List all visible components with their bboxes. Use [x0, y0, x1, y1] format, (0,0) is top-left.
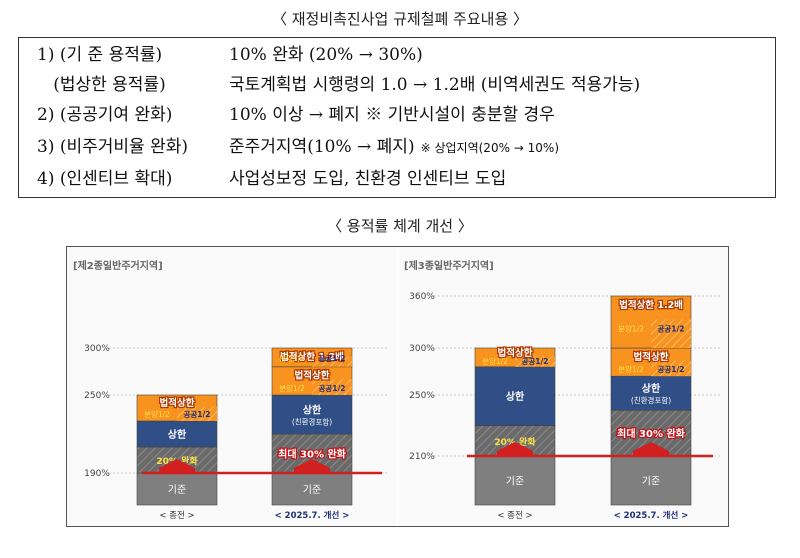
row-label: 3) (비주거비율 완화)	[37, 137, 189, 157]
segment-sub-label: 분양1/2	[144, 410, 170, 419]
bar-segment-legal-hatch	[312, 356, 352, 367]
segment-label: 법적상한	[160, 397, 195, 409]
segment-label: 기준	[303, 484, 321, 496]
segment-label: 최대 30% 완화	[278, 448, 346, 461]
segment-sub-label: 분양1/2	[279, 354, 305, 363]
bar-segment-legal-hatch	[177, 406, 217, 421]
segment-label: 상한	[168, 428, 187, 441]
category-label: < 2025.7. 개선 >	[275, 510, 350, 521]
summary-box: 1) (기 준 용적률) 10% 완화 (20% → 30%) (법상한 용적률…	[18, 37, 776, 198]
summary-row: 3) (비주거비율 완화) 준주거지역(10% → 폐지) ※ 상업지역(20% …	[19, 132, 775, 162]
segment-label: 법적상한	[295, 370, 330, 382]
bar-segment-base	[474, 455, 556, 506]
y-tick-label: 190%	[84, 469, 110, 479]
category-label: < 종전 >	[159, 510, 194, 521]
segment-sub-label: 공공1/2	[658, 324, 685, 333]
segment-label: 최대 30% 완화	[617, 427, 685, 440]
segment-label: 기준	[168, 484, 186, 496]
y-tick-label: 300%	[409, 344, 435, 354]
summary-row: (법상한 용적률) 국토계획법 시행령의 1.0 → 1.2배 (비역세권도 적…	[19, 70, 775, 100]
far-chart-frame: [제2종일반주거지역] 300% 250% 190% 기준 20% 완화 상한 법적상한 분양1…	[66, 246, 729, 527]
segment-label: 상한	[303, 404, 322, 417]
bar-segment-upper	[610, 375, 692, 411]
bar-segment-upper	[474, 366, 556, 426]
segment-sub-label: 분양1/2	[279, 384, 305, 393]
summary-row: 2) (공공기여 완화) 10% 이상 → 폐지 ※ 기반시설이 충분할 경우	[19, 100, 775, 130]
segment-note: (친환경포함)	[292, 417, 332, 427]
row-label: 4) (인센티브 확대)	[37, 169, 173, 189]
row-value: 사업성보정 도입, 친환경 인센티브 도입	[229, 169, 507, 189]
chart-heading: 〈 용적률 체계 개선 〉	[327, 217, 473, 235]
segment-label: 법적상한	[634, 351, 669, 363]
bar-segment-upper	[136, 420, 218, 448]
y-tick-label: 250%	[84, 391, 110, 401]
segment-label: 법적상한	[498, 347, 533, 359]
row-value: 10% 완화 (20% → 30%)	[229, 45, 423, 65]
relax-arrow-icon	[633, 442, 669, 456]
segment-sub-label: 공공1/2	[184, 410, 211, 419]
summary-row: 4) (인센티브 확대) 사업성보정 도입, 친환경 인센티브 도입	[19, 164, 775, 194]
segment-sub-label: 공공1/2	[658, 365, 685, 374]
segment-label: 기준	[642, 476, 660, 488]
relax-arrow-icon	[497, 442, 533, 456]
y-tick-label: 210%	[409, 452, 435, 462]
relax-arrow-icon	[294, 459, 330, 473]
row-label: 1) (기 준 용적률)	[37, 45, 163, 65]
segment-note: (친환경포함)	[631, 395, 671, 405]
y-tick-label: 300%	[84, 344, 110, 354]
segment-sub-label: 분양1/2	[618, 324, 644, 333]
row-label: (법상한 용적률)	[37, 75, 166, 95]
bar-segment-legal-hatch	[312, 379, 352, 395]
bar-segment-base	[136, 472, 218, 506]
row-label: 2) (공공기여 완화)	[37, 105, 173, 125]
relax-arrow-icon	[159, 459, 195, 473]
row-value: 준주거지역(10% → 폐지)	[229, 137, 415, 157]
chart-title: [제2종일반주거지역]	[73, 259, 163, 272]
row-value: 국토계획법 시행령의 1.0 → 1.2배 (비역세권도 적용가능)	[229, 75, 641, 95]
bar-segment-legal-hatch	[651, 360, 691, 377]
segment-sub-label: 공공1/2	[319, 384, 346, 393]
category-label: < 2025.7. 개선 >	[614, 510, 689, 521]
row-value: 10% 이상 → 폐지 ※ 기반시설이 충분할 경우	[229, 105, 555, 125]
bar-segment-legal-hatch	[651, 319, 691, 348]
segment-label: 20% 완화	[494, 436, 536, 448]
segment-sub-label: 분양1/2	[618, 365, 644, 374]
page-title: 〈 재정비촉진사업 규제철폐 주요내용 〉	[271, 10, 529, 28]
segment-label: 법적상한 1.2배	[619, 299, 683, 311]
chart-title: [제3종일반주거지역]	[404, 259, 494, 272]
bar-segment-legal-hatch	[515, 356, 555, 367]
category-label: < 종전 >	[497, 510, 532, 521]
segment-label: 상한	[642, 382, 661, 395]
segment-label: 법적상한 1.2배	[280, 351, 344, 363]
summary-row: 1) (기 준 용적률) 10% 완화 (20% → 30%)	[19, 40, 775, 70]
row-note: ※ 상업지역(20% → 10%)	[420, 141, 560, 155]
bar-segment-upper	[271, 394, 353, 435]
segment-sub-label: 분양1/2	[482, 357, 508, 366]
segment-sub-label: 공공1/2	[522, 357, 549, 366]
segment-label: 기준	[506, 476, 524, 488]
y-tick-label: 250%	[409, 391, 435, 401]
segment-sub-label: 공공1/2	[319, 354, 346, 363]
segment-label: 상한	[506, 390, 525, 403]
y-tick-label: 360%	[409, 292, 435, 302]
